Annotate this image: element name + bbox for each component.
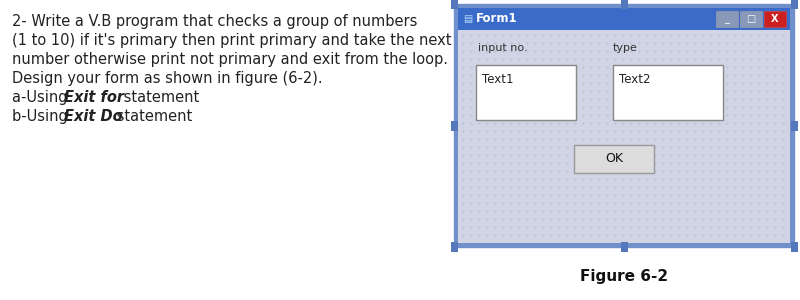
Bar [613,65,723,120]
Bar [454,4,794,247]
Bar [450,121,458,130]
Bar [458,30,790,243]
Text: b-Using: b-Using [12,109,72,124]
Text: number otherwise print not primary and exit from the loop.: number otherwise print not primary and e… [12,52,448,67]
Text: (1 to 10) if it's primary then print primary and take the next: (1 to 10) if it's primary then print pri… [12,33,451,48]
Text: OK: OK [605,152,623,166]
Bar [458,8,790,30]
Text: Text1: Text1 [482,73,514,86]
Text: Exit for: Exit for [64,90,124,105]
Bar [450,242,458,252]
Text: statement: statement [112,109,192,124]
Text: Figure 6-2: Figure 6-2 [580,269,668,284]
Text: Form1: Form1 [476,13,518,26]
Bar [574,145,654,173]
Bar [621,0,627,9]
Bar [716,11,738,27]
Text: Exit Do: Exit Do [64,109,122,124]
Text: statement: statement [118,90,199,105]
Bar [621,242,627,252]
Bar [790,121,798,130]
Text: Design your form as shown in figure (6-2).: Design your form as shown in figure (6-2… [12,71,322,86]
Text: X: X [771,14,778,24]
Text: □: □ [746,14,756,24]
Bar [476,65,576,120]
Text: a-Using: a-Using [12,90,72,105]
Text: _: _ [725,14,730,24]
Text: type: type [613,43,638,53]
Bar [740,11,762,27]
Bar [764,11,786,27]
Text: input no.: input no. [478,43,527,53]
Bar [790,0,798,9]
Text: ▤: ▤ [463,14,472,24]
Bar [450,0,458,9]
Bar [790,242,798,252]
Text: Text2: Text2 [619,73,650,86]
Text: 2- Write a V.B program that checks a group of numbers: 2- Write a V.B program that checks a gro… [12,14,418,29]
